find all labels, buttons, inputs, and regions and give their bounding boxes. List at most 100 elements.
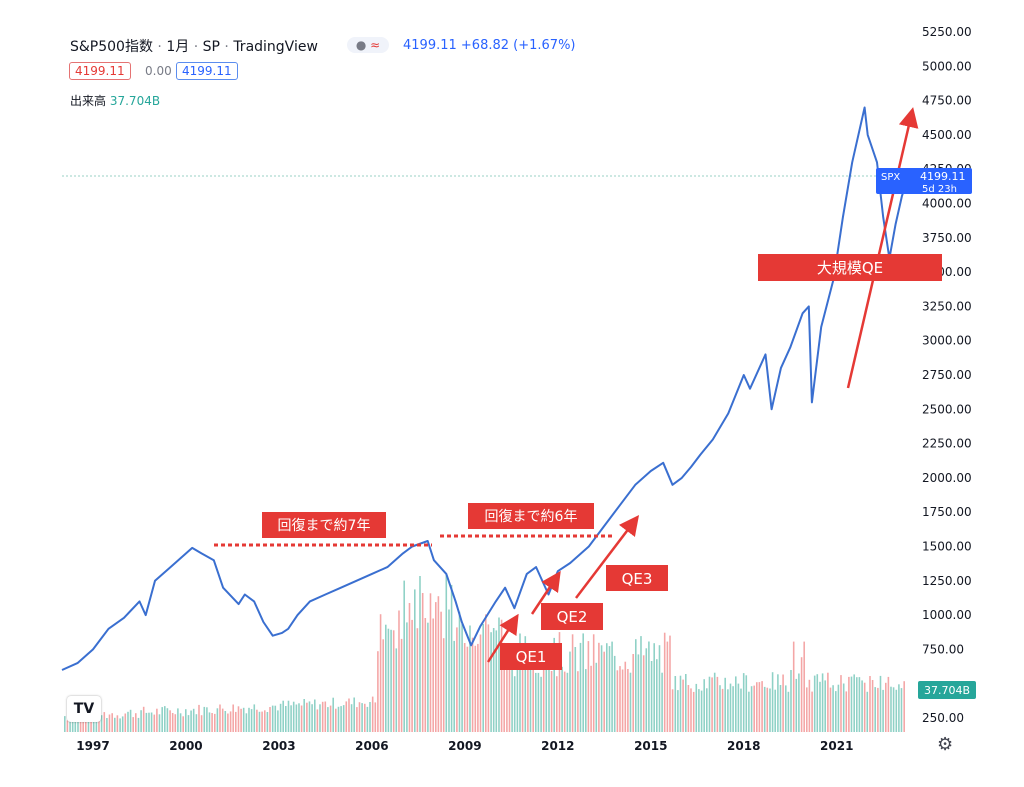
volume-bar — [761, 681, 763, 732]
volume-bar — [711, 677, 713, 732]
y-axis: 250.00 750.00 1000.00 1250.00 1500.00 1750.00… — [922, 25, 972, 725]
volume-bar — [224, 711, 227, 732]
gear-icon[interactable]: ⚙ — [937, 734, 954, 755]
volume-bar — [542, 665, 545, 732]
volume-bar — [295, 704, 298, 732]
sell-price-box[interactable]: 4199.11 — [69, 62, 131, 80]
volume-bar — [871, 680, 874, 732]
volume-bar — [519, 633, 521, 732]
volume-bar — [287, 700, 290, 732]
qe3-label: QE3 — [622, 570, 653, 588]
volume-bar — [356, 707, 358, 732]
volume-bar — [890, 686, 892, 732]
volume-bar — [171, 713, 174, 732]
volume-bar — [274, 705, 277, 732]
volume-bar — [837, 684, 840, 732]
buy-price-box[interactable]: 4199.11 — [176, 62, 238, 80]
volume-bar — [179, 713, 182, 732]
volume-bar — [332, 697, 334, 732]
y-tick-label: 2500.00 — [922, 402, 972, 416]
interval[interactable]: 1月 — [166, 39, 190, 55]
volume-bar — [303, 699, 305, 732]
recovery-1-label: 回復まで約7年 — [278, 517, 371, 534]
volume-bar — [432, 618, 434, 732]
volume-bar — [640, 636, 642, 732]
volume-bar — [653, 643, 655, 732]
volume-bar — [219, 704, 221, 732]
volume-bar — [853, 674, 855, 732]
volume-bar — [708, 676, 711, 732]
y-tick-label: 250.00 — [922, 711, 964, 725]
y-tick-label: 2000.00 — [922, 471, 972, 485]
volume-bar — [513, 676, 516, 732]
volume-bar — [124, 713, 127, 732]
volume-bar — [108, 714, 111, 732]
volume-bar — [553, 637, 555, 732]
volume-bar — [227, 713, 229, 732]
volume-bar — [795, 678, 798, 732]
volume-bar — [279, 703, 282, 732]
volume-bar — [879, 675, 882, 732]
volume-bar — [140, 710, 142, 732]
volume-bar — [453, 640, 455, 732]
volume-bar — [348, 698, 350, 732]
volume-bar — [608, 646, 611, 732]
qe1-arrow — [486, 613, 519, 663]
volume-bar — [606, 643, 608, 732]
volume-bar — [787, 691, 790, 732]
volume-bar — [185, 709, 187, 732]
volume-bar — [166, 708, 169, 732]
volume-bar — [400, 638, 403, 732]
volume-bar — [450, 584, 453, 732]
volume-bar — [427, 622, 429, 732]
volume-bar — [550, 671, 553, 732]
volume-bar — [750, 686, 753, 732]
qe3-box — [606, 565, 668, 591]
volume-bar — [885, 682, 887, 732]
volume-bar — [85, 712, 87, 732]
y-tick-label: 2750.00 — [922, 368, 972, 382]
volume-bar — [485, 614, 487, 732]
volume-bar — [82, 715, 84, 732]
volume-bar — [416, 628, 419, 732]
volume-bar — [200, 715, 203, 732]
volume-bar — [300, 705, 303, 732]
big-qe-box — [758, 254, 942, 281]
volume-bar — [87, 714, 90, 732]
volume-bar — [271, 705, 274, 732]
volume-bar — [719, 685, 721, 732]
volume-bar — [753, 685, 755, 732]
volume-bar — [253, 704, 256, 732]
volume-bar — [242, 707, 245, 732]
volume-bar — [403, 580, 405, 732]
volume-bar — [440, 611, 442, 732]
volume-bar — [603, 651, 605, 732]
volume-bar — [813, 675, 816, 732]
volume-bar — [161, 707, 163, 732]
volume-bar — [858, 677, 861, 732]
volume-bar — [198, 704, 200, 732]
volume-bar — [187, 715, 190, 732]
volume-bar — [69, 716, 71, 732]
tradingview-logo-icon[interactable]: TV — [67, 696, 101, 722]
qe2-arrow — [530, 570, 561, 615]
spread: 0.00 — [145, 64, 172, 78]
volume-bar — [769, 688, 771, 732]
volume-bar — [382, 639, 384, 732]
volume-bar — [648, 641, 650, 732]
volume-bar — [177, 708, 179, 732]
compare-toggle[interactable]: ● ≈ — [347, 37, 389, 53]
volume-bar — [556, 676, 558, 732]
volume-bar — [71, 720, 74, 732]
volume-bar — [421, 593, 424, 732]
volume-bar — [374, 702, 377, 732]
volume-bar — [229, 711, 232, 732]
symbol-name[interactable]: S&P500指数 — [70, 39, 153, 55]
volume-bar — [861, 680, 863, 732]
volume-bar — [629, 672, 632, 732]
volume-bar — [869, 676, 871, 732]
qe1-label: QE1 — [516, 648, 547, 666]
volume-bar — [66, 720, 69, 732]
volume-bar — [785, 685, 787, 732]
